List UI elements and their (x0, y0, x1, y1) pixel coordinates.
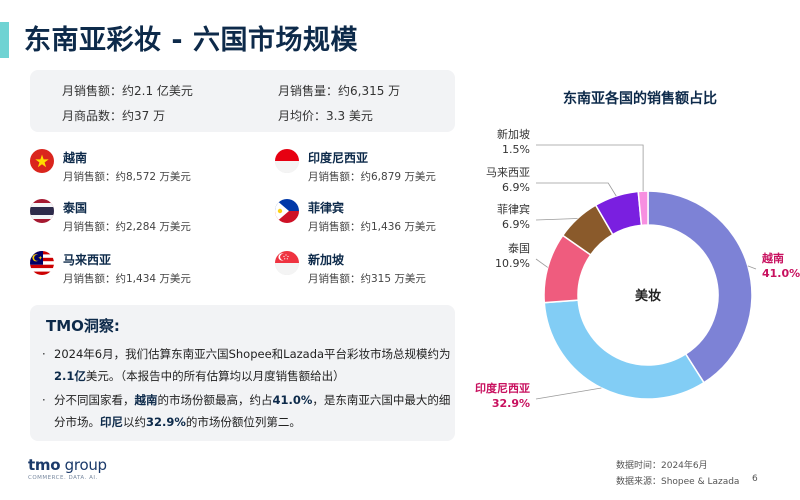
value-label-thailand: 10.9% (495, 257, 530, 270)
leader-line-indonesia (535, 387, 602, 400)
country-sales: 月销售额：约2,284 万美元 (63, 221, 191, 233)
country-sales: 月销售额：约1,436 万美元 (308, 221, 436, 233)
value-label-singapore: 1.5% (502, 143, 530, 156)
monthly-volume-stat: 月销售量：约6,315 万 (278, 84, 401, 98)
country-item-indonesia: 印度尼西亚 月销售额：约6,879 万美元 (275, 147, 475, 187)
insight-text: 2024年6月，我们估算东南亚六国Shopee和Lazada平台彩妆市场总规模约… (54, 347, 451, 361)
chart-title: 东南亚各国的销售额占比 (563, 91, 717, 107)
donut-chart: 美妆 越南 41.0% 印度尼西亚 32.9% 泰国 10.9% 菲律宾 6.9% 马来西亚 6.9… (475, 127, 800, 410)
pie-slice-singapore (637, 190, 649, 227)
category-label-malaysia: 马来西亚 (486, 166, 530, 179)
philippines-flag-icon (275, 199, 299, 223)
country-sales: 月销售额：约1,434 万美元 (63, 273, 191, 285)
malaysia-flag-icon (30, 251, 54, 275)
country-name: 新加坡 (308, 253, 345, 267)
country-sales: 月销售额：约6,879 万美元 (308, 171, 436, 183)
insight-title: TMO洞察: (46, 317, 120, 335)
leader-line-malaysia (536, 182, 617, 197)
insight-highlight: 41.0% (272, 393, 313, 407)
country-sales: 月销售额：约8,572 万美元 (63, 171, 191, 183)
singapore-flag-icon (275, 251, 299, 275)
insight-text: 的市场份额最高，约占 (157, 393, 273, 407)
logo-group-text: group (60, 456, 107, 474)
category-label-vietnam: 越南 (761, 251, 784, 265)
insight-text: 分不同国家看， (54, 393, 135, 407)
leader-line-philippines (535, 218, 578, 221)
monthly-sales-stat: 月销售额：约2.1 亿美元 (62, 84, 193, 98)
insight-highlight: 32.9% (146, 415, 186, 429)
data-time: 数据时间：2024年6月 (616, 461, 708, 471)
country-item-thailand: 泰国 月销售额：约2,284 万美元 (30, 197, 230, 237)
monthly-products-stat: 月商品数：约37 万 (62, 109, 166, 123)
page-title: 东南亚彩妆 - 六国市场规模 (24, 25, 359, 56)
country-item-singapore: 新加坡 月销售额：约315 万美元 (275, 249, 475, 289)
logo-main-text: tmo (28, 456, 61, 474)
country-item-vietnam: 越南 月销售额：约8,572 万美元 (30, 147, 230, 187)
country-name: 印度尼西亚 (308, 151, 369, 165)
monthly-avg-price-stat: 月均价：3.3 美元 (278, 109, 373, 123)
data-source: 数据来源：Shopee & Lazada (616, 477, 740, 487)
pie-slice-indonesia (543, 299, 705, 400)
country-item-malaysia: 马来西亚 月销售额：约1,434 万美元 (30, 249, 230, 289)
country-name: 越南 (63, 151, 88, 165)
insight-text: 以约 (123, 415, 146, 429)
country-item-philippines: 菲律宾 月销售额：约1,436 万美元 (275, 197, 475, 237)
leader-line-thailand (535, 258, 548, 268)
summary-stats-box: 月销售额：约2.1 亿美元 月销售量：约6,315 万 月商品数：约37 万 月… (30, 70, 455, 132)
insight-highlight: 越南 (134, 393, 158, 407)
insight-box: TMO洞察: · 2024年6月，我们估算东南亚六国Shopee和Lazada平台… (30, 305, 455, 441)
company-logo: tmo group COMMERCE. DATA. AI. (28, 456, 107, 481)
country-name: 马来西亚 (63, 253, 112, 267)
logo-tagline: COMMERCE. DATA. AI. (28, 475, 98, 481)
category-label-philippines: 菲律宾 (497, 202, 530, 216)
insight-highlight: 2.1亿 (54, 369, 86, 383)
insight-text: ，是东南亚六国中最大的细 (312, 393, 451, 407)
country-name: 泰国 (63, 201, 88, 215)
pie-slice-vietnam (647, 190, 753, 384)
value-label-malaysia: 6.9% (502, 181, 530, 194)
title-accent-bar (0, 22, 9, 58)
donut-center-label: 美妆 (635, 288, 661, 304)
vietnam-flag-icon (30, 149, 54, 173)
insight-highlight: 印尼 (100, 415, 123, 429)
indonesia-flag-icon (275, 149, 299, 173)
leader-line-vietnam (747, 265, 757, 270)
country-name: 菲律宾 (308, 201, 345, 215)
insight-text: 美元。（本报告中的所有估算均以月度销售额给出） (85, 369, 345, 383)
value-label-philippines: 6.9% (502, 218, 530, 231)
page-number: 6 (752, 474, 758, 484)
insight-bullet-2: · 分不同国家看，越南的市场份额最高，约占41.0%，是东南亚六国中最大的细 分市… (42, 389, 454, 433)
bullet-dot: · (42, 347, 46, 361)
category-label-indonesia: 印度尼西亚 (475, 381, 530, 395)
bullet-dot: · (42, 393, 46, 407)
value-label-indonesia: 32.9% (492, 397, 530, 410)
insight-text: 的市场份额位列第二。 (185, 415, 301, 429)
leader-line-singapore (536, 144, 644, 192)
country-sales: 月销售额：约315 万美元 (308, 273, 426, 285)
insight-bullet-1: · 2024年6月，我们估算东南亚六国Shopee和Lazada平台彩妆市场总规模… (42, 343, 454, 387)
category-label-singapore: 新加坡 (497, 127, 530, 141)
insight-text: 分市场。 (54, 415, 100, 429)
value-label-vietnam: 41.0% (762, 267, 800, 280)
thailand-flag-icon (30, 199, 54, 223)
category-label-thailand: 泰国 (508, 241, 530, 255)
